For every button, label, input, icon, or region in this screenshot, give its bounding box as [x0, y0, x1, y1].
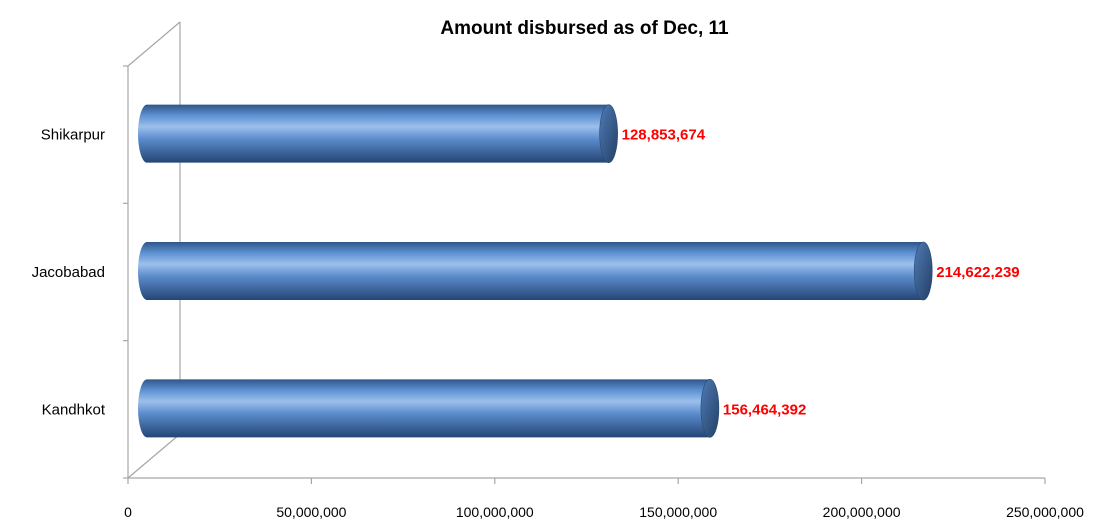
bar-kandhkot: [138, 379, 720, 438]
category-label: Jacobabad: [32, 264, 105, 281]
bar-jacobabad: [138, 241, 933, 301]
x-tick-label: 150,000,000: [639, 504, 717, 520]
data-label: 156,464,392: [723, 401, 806, 418]
bar-cap: [700, 379, 720, 438]
chart-title: Amount disbursed as of Dec, 11: [440, 18, 729, 39]
x-tick-label: 50,000,000: [276, 504, 346, 520]
labels: 0 50,000,000 100,000,000 150,000,000 200,000…: [32, 127, 1085, 520]
axes: [123, 21, 1046, 484]
bar-body: [138, 104, 609, 163]
category-label: Shikarpur: [41, 127, 105, 144]
bar-cap: [599, 104, 618, 163]
data-label: 128,853,674: [622, 127, 706, 144]
bar-shikarpur: [138, 104, 618, 163]
data-label: 214,622,239: [936, 264, 1019, 281]
bar-cap: [913, 241, 933, 301]
category-label: Kandhkot: [42, 401, 106, 418]
x-tick-label: 100,000,000: [456, 504, 534, 520]
bar-body: [138, 242, 924, 300]
x-tick-label: 0: [124, 504, 132, 520]
top-depth-line: [127, 21, 181, 67]
floor-depth-line: [127, 433, 181, 479]
bars: [138, 104, 933, 438]
x-tick-label: 200,000,000: [823, 504, 901, 520]
x-tick-label: 250,000,000: [1006, 504, 1084, 520]
bar-body: [138, 379, 710, 438]
